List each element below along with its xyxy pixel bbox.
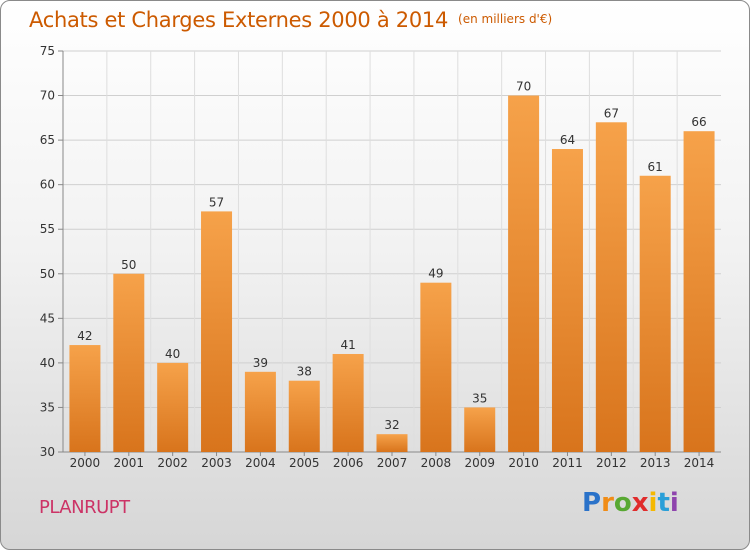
data-label-2010: 70 [516, 80, 531, 94]
x-tick-label-2005: 2005 [289, 456, 320, 470]
y-tick-label: 70 [40, 89, 55, 103]
y-tick-label: 60 [40, 178, 55, 192]
y-tick-label: 65 [40, 133, 55, 147]
x-tick-label-2007: 2007 [377, 456, 408, 470]
y-tick-label: 40 [40, 356, 55, 370]
bar-2012 [595, 122, 627, 453]
y-tick-label: 75 [40, 44, 55, 58]
bar-2008 [420, 282, 452, 452]
bar-2000 [69, 345, 101, 452]
chart-title: Achats et Charges Externes 2000 à 2014 (e… [29, 8, 552, 32]
data-label-2007: 32 [384, 418, 399, 432]
data-label-2008: 49 [428, 267, 443, 281]
x-tick-label-2001: 2001 [114, 456, 145, 470]
bar-2003 [201, 211, 233, 452]
x-tick-label-2003: 2003 [201, 456, 232, 470]
x-tick-label-2002: 2002 [157, 456, 188, 470]
bar-2011 [551, 149, 583, 452]
x-tick-label-2004: 2004 [245, 456, 276, 470]
data-label-2011: 64 [560, 133, 575, 147]
data-label-2001: 50 [121, 258, 136, 272]
proxiti-logo: Proxiti [582, 488, 679, 518]
y-tick-label: 30 [40, 445, 55, 459]
data-label-2005: 38 [297, 365, 312, 379]
y-tick-label: 50 [40, 267, 55, 281]
x-tick-label-2013: 2013 [640, 456, 671, 470]
bar-2014 [683, 131, 715, 452]
data-label-2009: 35 [472, 391, 487, 405]
city-name: PLANRUPT [39, 497, 130, 518]
bar-2010 [508, 95, 540, 453]
labels: 30 35 40 45 50 55 60 65 70 75 42 2000 50 2001 40 2002 57… [40, 44, 715, 470]
y-tick-label: 35 [40, 400, 55, 414]
bar-2007 [376, 434, 408, 452]
x-tick-label-2006: 2006 [333, 456, 364, 470]
data-label-2003: 57 [209, 195, 224, 209]
data-label-2012: 67 [604, 106, 619, 120]
x-tick-label-2014: 2014 [684, 456, 715, 470]
bar-2005 [288, 380, 320, 452]
bar-2001 [113, 273, 145, 452]
bar-2006 [332, 353, 364, 452]
bar-2009 [464, 407, 496, 452]
chart-title-unit: (en milliers d'€) [458, 12, 553, 26]
data-label-2004: 39 [253, 356, 268, 370]
x-tick-label-2011: 2011 [552, 456, 583, 470]
x-tick-label-2008: 2008 [421, 456, 452, 470]
chart-title-main: Achats et Charges Externes 2000 à 2014 [29, 8, 449, 32]
bar-2002 [157, 362, 189, 452]
x-tick-label-2012: 2012 [596, 456, 627, 470]
x-tick-label-2000: 2000 [70, 456, 101, 470]
y-tick-label: 55 [40, 222, 55, 236]
x-tick-label-2010: 2010 [508, 456, 539, 470]
data-label-2000: 42 [77, 329, 92, 343]
data-label-2002: 40 [165, 347, 180, 361]
data-label-2006: 41 [340, 338, 355, 352]
data-label-2013: 61 [648, 160, 663, 174]
x-tick-label-2009: 2009 [464, 456, 495, 470]
data-label-2014: 66 [691, 115, 706, 129]
bar-2004 [244, 371, 276, 452]
y-tick-label: 45 [40, 311, 55, 325]
bar-2013 [639, 175, 671, 452]
bars [69, 95, 715, 453]
